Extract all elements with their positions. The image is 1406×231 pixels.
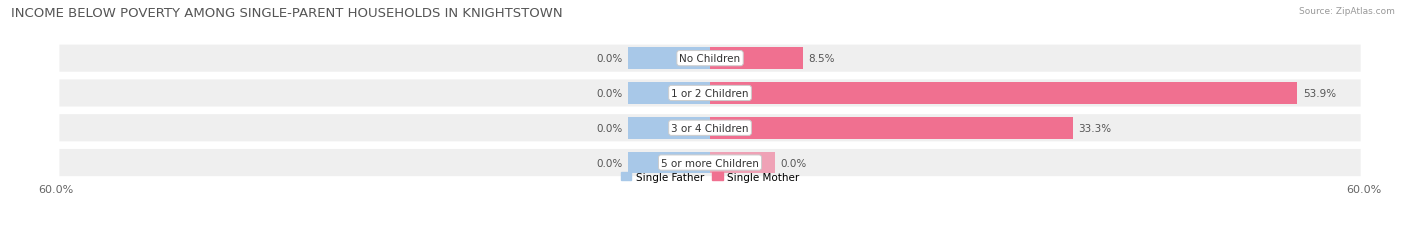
Bar [710, 48, 803, 70]
FancyBboxPatch shape [59, 149, 1361, 176]
Text: 1 or 2 Children: 1 or 2 Children [671, 88, 749, 99]
Text: 0.0%: 0.0% [780, 158, 807, 168]
Bar [710, 118, 1073, 139]
Bar [628, 83, 710, 104]
FancyBboxPatch shape [59, 115, 1361, 142]
Text: 0.0%: 0.0% [596, 88, 623, 99]
Bar [628, 48, 710, 70]
Legend: Single Father, Single Mother: Single Father, Single Mother [617, 168, 803, 186]
Text: No Children: No Children [679, 54, 741, 64]
Text: 0.0%: 0.0% [596, 54, 623, 64]
Text: 8.5%: 8.5% [808, 54, 835, 64]
Text: INCOME BELOW POVERTY AMONG SINGLE-PARENT HOUSEHOLDS IN KNIGHTSTOWN: INCOME BELOW POVERTY AMONG SINGLE-PARENT… [11, 7, 562, 20]
Text: 0.0%: 0.0% [596, 158, 623, 168]
Text: 5 or more Children: 5 or more Children [661, 158, 759, 168]
Text: Source: ZipAtlas.com: Source: ZipAtlas.com [1299, 7, 1395, 16]
Bar [710, 152, 776, 174]
Text: 53.9%: 53.9% [1303, 88, 1336, 99]
Text: 0.0%: 0.0% [596, 123, 623, 133]
Text: 33.3%: 33.3% [1078, 123, 1112, 133]
Bar [628, 152, 710, 174]
FancyBboxPatch shape [59, 46, 1361, 73]
Bar [710, 83, 1298, 104]
Bar [628, 118, 710, 139]
Text: 3 or 4 Children: 3 or 4 Children [671, 123, 749, 133]
FancyBboxPatch shape [59, 80, 1361, 107]
